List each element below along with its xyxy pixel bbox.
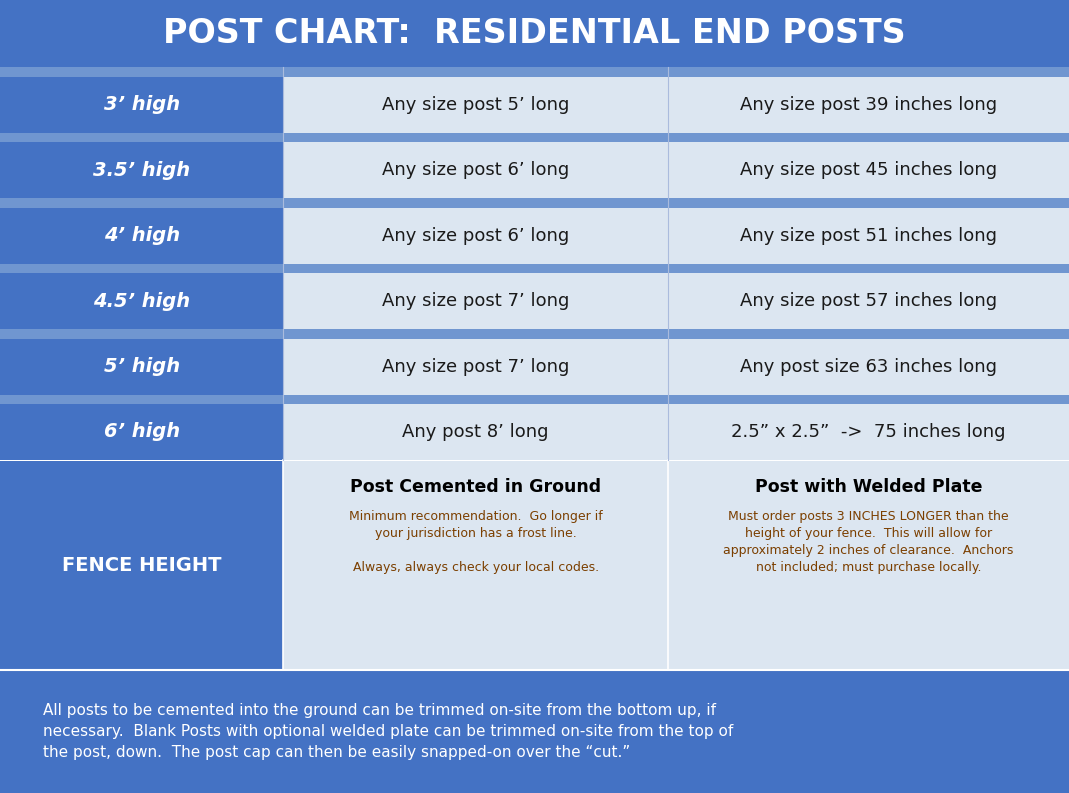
Text: Any post size 63 inches long: Any post size 63 inches long bbox=[740, 358, 997, 376]
Bar bbox=[668, 339, 1069, 395]
Bar bbox=[0, 208, 283, 264]
Bar bbox=[668, 460, 1069, 670]
Text: FENCE HEIGHT: FENCE HEIGHT bbox=[62, 556, 221, 574]
Bar bbox=[668, 404, 1069, 460]
Bar bbox=[0, 460, 1069, 462]
Text: 6’ high: 6’ high bbox=[104, 423, 180, 442]
Bar bbox=[283, 77, 668, 133]
Text: Any size post 7’ long: Any size post 7’ long bbox=[382, 358, 570, 376]
Text: Any size post 6’ long: Any size post 6’ long bbox=[382, 227, 570, 245]
Bar bbox=[283, 274, 668, 329]
Text: Any size post 5’ long: Any size post 5’ long bbox=[382, 96, 570, 114]
Bar bbox=[0, 0, 1069, 67]
Bar bbox=[0, 198, 1069, 208]
Bar bbox=[283, 404, 668, 460]
Text: Post with Welded Plate: Post with Welded Plate bbox=[755, 478, 982, 496]
Text: All posts to be cemented into the ground can be trimmed on-site from the bottom : All posts to be cemented into the ground… bbox=[43, 703, 733, 760]
Bar bbox=[283, 208, 668, 264]
Bar bbox=[668, 208, 1069, 264]
Text: 4.5’ high: 4.5’ high bbox=[93, 292, 190, 311]
Text: Minimum recommendation.  Go longer if
your jurisdiction has a frost line.

Alway: Minimum recommendation. Go longer if you… bbox=[348, 510, 603, 574]
Bar bbox=[0, 670, 1069, 793]
Text: Post Cemented in Ground: Post Cemented in Ground bbox=[351, 478, 601, 496]
Text: Any size post 45 inches long: Any size post 45 inches long bbox=[740, 161, 997, 179]
Text: POST CHART:  RESIDENTIAL END POSTS: POST CHART: RESIDENTIAL END POSTS bbox=[164, 17, 905, 50]
Text: Any size post 6’ long: Any size post 6’ long bbox=[382, 161, 570, 179]
Text: Any size post 39 inches long: Any size post 39 inches long bbox=[740, 96, 997, 114]
Text: Must order posts 3 INCHES LONGER than the
height of your fence.  This will allow: Must order posts 3 INCHES LONGER than th… bbox=[724, 510, 1013, 574]
Text: 5’ high: 5’ high bbox=[104, 357, 180, 376]
Text: 2.5” x 2.5”  ->  75 inches long: 2.5” x 2.5” -> 75 inches long bbox=[731, 423, 1006, 441]
Text: Any size post 57 inches long: Any size post 57 inches long bbox=[740, 292, 997, 310]
Bar bbox=[0, 143, 283, 198]
Text: Any size post 51 inches long: Any size post 51 inches long bbox=[740, 227, 997, 245]
Bar bbox=[0, 77, 283, 133]
Text: 3.5’ high: 3.5’ high bbox=[93, 161, 190, 180]
Text: Any size post 7’ long: Any size post 7’ long bbox=[382, 292, 570, 310]
Bar bbox=[0, 395, 1069, 404]
Text: 4’ high: 4’ high bbox=[104, 226, 180, 245]
Bar bbox=[0, 67, 1069, 77]
Bar bbox=[283, 143, 668, 198]
Bar bbox=[0, 339, 283, 395]
Text: 3’ high: 3’ high bbox=[104, 95, 180, 114]
Bar bbox=[668, 274, 1069, 329]
Bar bbox=[0, 264, 1069, 274]
Bar bbox=[0, 133, 1069, 143]
Bar bbox=[283, 339, 668, 395]
Bar bbox=[0, 274, 283, 329]
Bar bbox=[0, 460, 283, 670]
Bar bbox=[668, 77, 1069, 133]
Text: Any post 8’ long: Any post 8’ long bbox=[402, 423, 549, 441]
Bar bbox=[0, 404, 283, 460]
Bar bbox=[668, 143, 1069, 198]
Bar bbox=[283, 460, 668, 670]
Bar bbox=[0, 329, 1069, 339]
